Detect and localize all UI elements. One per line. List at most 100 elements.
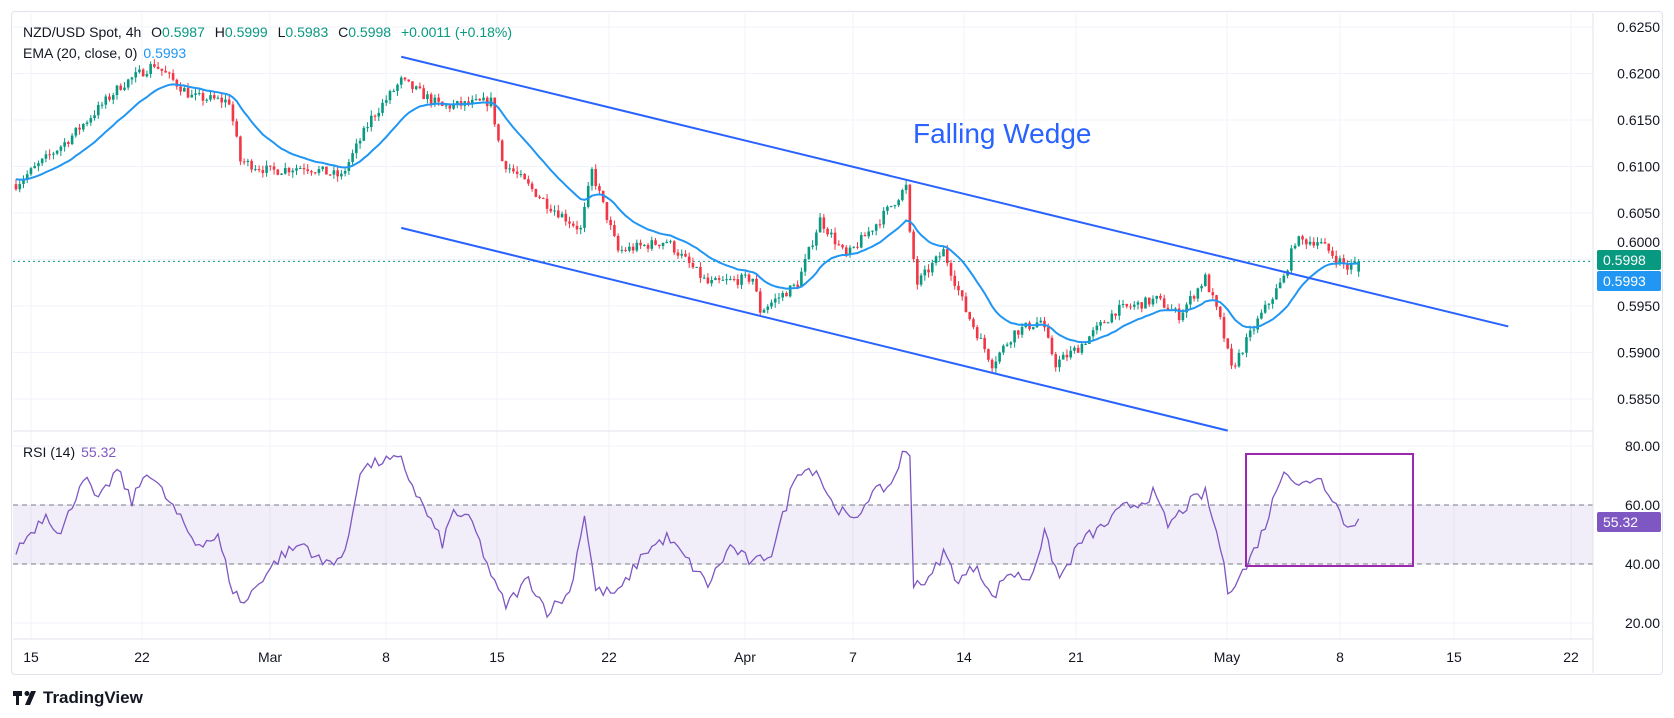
rsi-highlight-box: [1245, 453, 1414, 567]
candle-body: [916, 259, 919, 285]
candle-body: [1177, 308, 1181, 321]
candle-body: [732, 279, 736, 281]
candle-body: [523, 174, 526, 180]
candle-body: [1103, 322, 1106, 324]
candle-body: [785, 292, 788, 297]
candle-body: [1275, 288, 1278, 300]
candle-body: [695, 266, 698, 268]
candle-body: [878, 224, 882, 226]
ema-legend[interactable]: EMA (20, close, 0) 0.5993: [23, 45, 192, 61]
candle-body: [399, 77, 403, 85]
wedge-upper-line: [400, 55, 1509, 328]
price-tick-label: 0.6100: [1617, 159, 1660, 175]
rsi-tick-label: 20.00: [1625, 615, 1660, 631]
rsi-tag: 55.32: [1597, 512, 1661, 532]
ema-line: [15, 83, 1359, 344]
candle-body: [1308, 241, 1312, 245]
candle-body: [736, 279, 740, 285]
candle-body: [265, 165, 268, 173]
candle-body: [901, 190, 904, 201]
candle-body: [568, 221, 571, 224]
candle-body: [317, 169, 321, 173]
candle-body: [1342, 258, 1345, 265]
candle-body: [1226, 338, 1230, 349]
candle-body: [1125, 304, 1129, 307]
candle-body: [706, 277, 710, 284]
candle-body: [990, 359, 994, 369]
price-axis: 0.6250 0.6200 0.6150 0.6100 0.6050 0.6000 0.59…: [1617, 19, 1660, 407]
candle-body: [571, 223, 575, 226]
candle-body: [672, 241, 676, 253]
candle-body: [1233, 365, 1237, 367]
candle-body: [717, 278, 721, 280]
candle-body: [628, 246, 631, 251]
rsi-legend[interactable]: RSI (14) 55.32: [23, 444, 122, 460]
rsi-tick-label: 40.00: [1625, 556, 1660, 572]
candle-body: [85, 122, 89, 124]
time-tick-label: 8: [382, 649, 390, 665]
candle-body: [422, 88, 425, 100]
candle-body: [1256, 318, 1259, 330]
candle-body: [82, 123, 85, 130]
candle-body: [194, 93, 197, 95]
candle-body: [63, 142, 66, 147]
candle-body: [78, 127, 81, 130]
candle-body: [1058, 359, 1061, 368]
candle-body: [1005, 344, 1009, 346]
price-tick-label: 0.6050: [1617, 205, 1660, 221]
candle-body: [833, 232, 837, 245]
candle-body: [639, 242, 642, 246]
candle-body: [889, 205, 893, 207]
symbol-label[interactable]: NZD/USD Spot, 4h: [23, 24, 142, 40]
open-value: 0.5987: [162, 24, 205, 40]
candle-body: [254, 169, 257, 171]
candle-body: [549, 208, 553, 212]
candle-body: [923, 269, 927, 276]
candle-body: [1020, 326, 1024, 335]
candle-body: [474, 98, 478, 100]
candle-body: [227, 99, 231, 105]
candle-body: [1140, 302, 1144, 309]
candle-body: [343, 170, 347, 174]
candle-body: [684, 253, 687, 257]
candle-body: [841, 244, 844, 248]
candle-body: [1260, 312, 1263, 319]
time-tick-label: 15: [489, 649, 505, 665]
candle-body: [1316, 242, 1319, 246]
candle-body: [1095, 325, 1099, 331]
candle-body: [220, 97, 223, 103]
candle-body: [205, 99, 209, 101]
tradingview-logo[interactable]: TradingView: [13, 688, 143, 708]
candle-body: [822, 217, 826, 229]
change-value: +0.0011 (+0.18%): [400, 24, 513, 40]
candle-body: [590, 168, 594, 186]
candle-body: [149, 64, 152, 75]
candle-body: [287, 168, 291, 173]
candle-body: [987, 349, 990, 360]
candle-body: [418, 86, 422, 89]
candle-body: [874, 224, 878, 231]
candle-body: [25, 174, 29, 180]
candle-body: [1204, 274, 1207, 287]
price-tick-label: 0.6150: [1617, 112, 1660, 128]
candle-body: [508, 168, 511, 170]
candle-body: [519, 174, 523, 176]
candle-body: [586, 185, 590, 207]
candle-body: [994, 361, 998, 369]
price-tick-label: 0.5850: [1617, 391, 1660, 407]
candle-body: [396, 84, 399, 91]
time-axis: 15 22 Mar 8 15 22 Apr 7 14 21 May 8 15 22: [23, 649, 1579, 665]
time-tick-label: 15: [1446, 649, 1462, 665]
candle-body: [1151, 298, 1155, 305]
candle-body: [560, 213, 564, 218]
candle-body: [493, 97, 497, 125]
candle-body: [635, 242, 639, 251]
candle-body: [370, 115, 373, 128]
candle-body: [497, 124, 500, 141]
candle-body: [1065, 354, 1069, 358]
candle-body: [1293, 245, 1297, 249]
candle-body: [250, 160, 253, 170]
candle-body: [755, 278, 758, 292]
candle-body: [1245, 337, 1248, 353]
